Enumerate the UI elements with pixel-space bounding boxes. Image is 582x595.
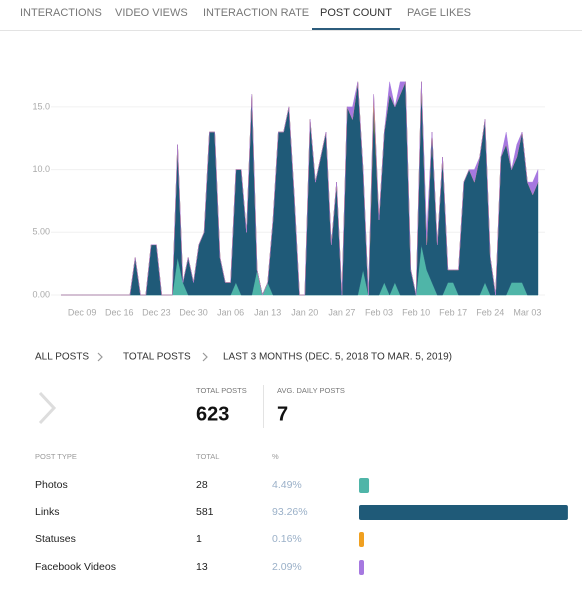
- post-total: 1: [196, 533, 202, 545]
- post-percent: 2.09%: [272, 561, 302, 573]
- stat-label: AVG. DAILY POSTS: [277, 386, 345, 395]
- breadcrumb-item[interactable]: ALL POSTS: [35, 352, 89, 363]
- x-tick-label: Jan 13: [254, 307, 281, 317]
- post-percent: 0.16%: [272, 533, 302, 545]
- tab[interactable]: PAGE LIKES: [407, 7, 471, 19]
- y-tick-label: 5.00: [32, 227, 50, 237]
- breadcrumb-chevrons: [97, 352, 208, 362]
- breadcrumb-item[interactable]: TOTAL POSTS: [123, 352, 191, 363]
- x-tick-label: Dec 23: [142, 307, 171, 317]
- tab[interactable]: INTERACTION RATE: [203, 7, 309, 19]
- x-tick-label: Feb 17: [439, 307, 467, 317]
- tab[interactable]: VIDEO VIEWS: [115, 7, 188, 19]
- tab[interactable]: POST COUNT: [320, 7, 392, 19]
- x-tick-label: Dec 09: [68, 307, 97, 317]
- post-total: 28: [196, 479, 208, 491]
- area: [61, 81, 539, 296]
- x-tick-label: Feb 10: [402, 307, 430, 317]
- x-tick-label: Jan 27: [328, 307, 355, 317]
- x-tick-label: Jan 20: [291, 307, 318, 317]
- table-header: TOTAL: [196, 452, 219, 461]
- stat-label: TOTAL POSTS: [196, 386, 247, 395]
- x-tick-label: Feb 24: [476, 307, 504, 317]
- y-tick-label: 0.00: [32, 289, 50, 299]
- tab[interactable]: INTERACTIONS: [20, 7, 102, 19]
- post-percent: 93.26%: [272, 506, 308, 518]
- post-type: Facebook Videos: [35, 561, 116, 573]
- x-tick-label: Dec 16: [105, 307, 134, 317]
- stat-value: 7: [277, 403, 288, 425]
- post-total: 581: [196, 506, 214, 518]
- active-tab-underline: [312, 28, 400, 30]
- x-tick-label: Jan 06: [217, 307, 244, 317]
- post-type: Photos: [35, 479, 68, 491]
- post-percent: 4.49%: [272, 479, 302, 491]
- share-bar: [359, 478, 370, 493]
- x-tick-label: Feb 03: [365, 307, 393, 317]
- post-type: Links: [35, 506, 60, 518]
- x-tick-label: Mar 03: [513, 307, 541, 317]
- table-header: %: [272, 452, 279, 461]
- post-total: 13: [196, 561, 208, 573]
- post-type: Statuses: [35, 533, 76, 545]
- y-tick-label: 15.0: [32, 101, 50, 111]
- x-tick-label: Dec 30: [179, 307, 208, 317]
- breadcrumb-item[interactable]: LAST 3 MONTHS (DEC. 5, 2018 TO MAR. 5, 2…: [223, 352, 452, 363]
- share-bar: [359, 505, 568, 520]
- share-bar: [359, 560, 364, 575]
- stat-value: 623: [196, 403, 229, 425]
- y-tick-label: 10.0: [32, 164, 50, 174]
- share-bar: [359, 532, 364, 547]
- table-header: POST TYPE: [35, 452, 77, 461]
- back-chevron[interactable]: [38, 391, 57, 425]
